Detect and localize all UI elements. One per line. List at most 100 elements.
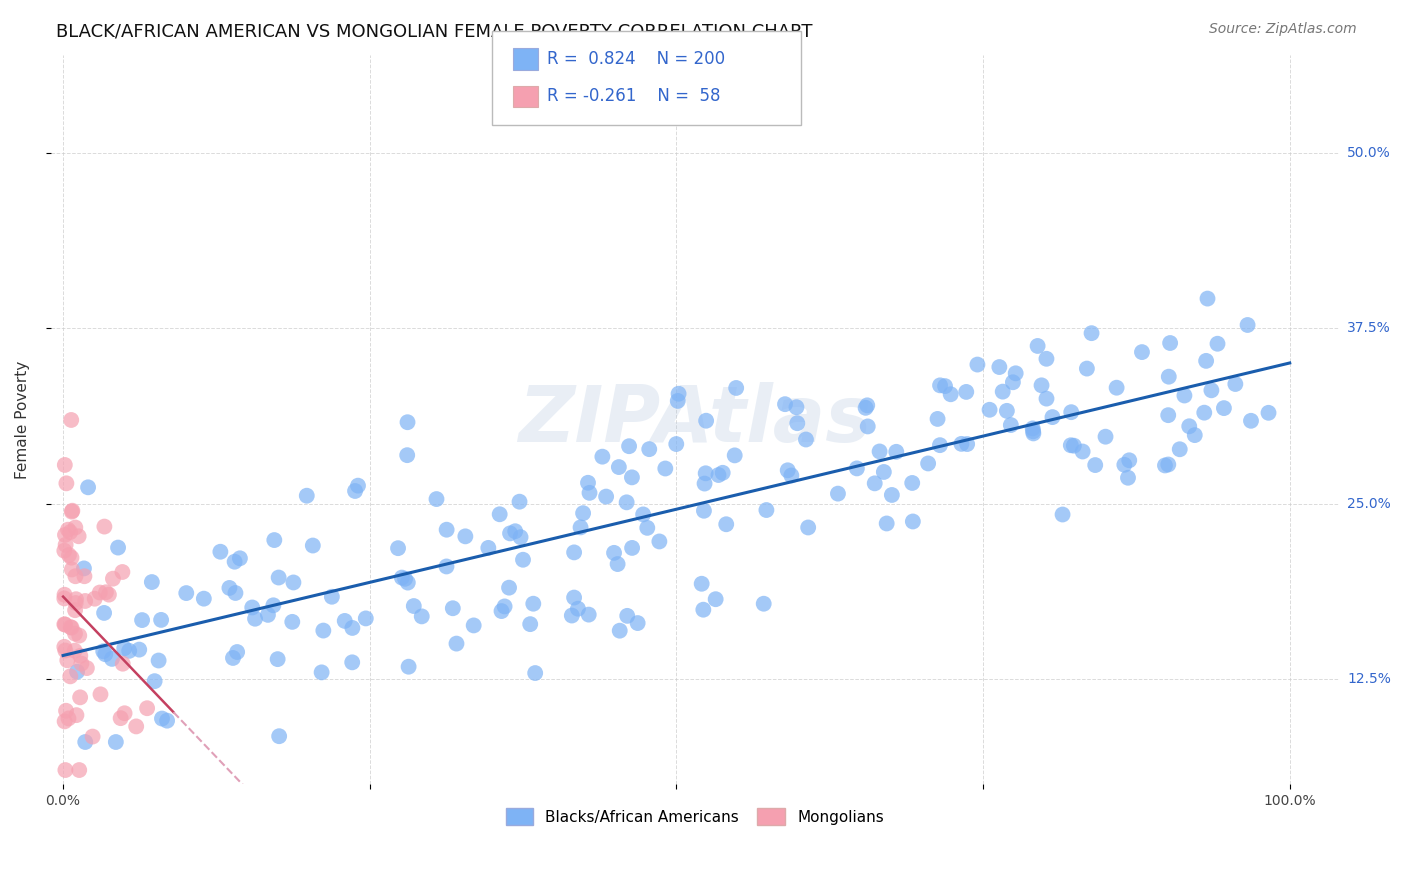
Point bbox=[111, 657, 134, 671]
Point bbox=[1071, 444, 1094, 458]
Point bbox=[1118, 453, 1140, 467]
Point bbox=[55, 704, 77, 718]
Point bbox=[53, 528, 76, 542]
Point bbox=[75, 594, 97, 608]
Point bbox=[1213, 401, 1236, 416]
Point bbox=[110, 711, 132, 725]
Point bbox=[53, 643, 76, 657]
Text: ZIPAtlas: ZIPAtlas bbox=[517, 382, 872, 458]
Point bbox=[59, 620, 82, 634]
Point bbox=[243, 612, 266, 626]
Point bbox=[617, 439, 640, 453]
Point bbox=[156, 714, 179, 728]
Point bbox=[257, 607, 280, 622]
Point bbox=[950, 437, 973, 451]
Point bbox=[1000, 418, 1022, 433]
Point bbox=[224, 555, 246, 569]
Point bbox=[1063, 439, 1085, 453]
Point bbox=[53, 458, 76, 472]
Point bbox=[979, 402, 1001, 417]
Point bbox=[1206, 336, 1229, 351]
Point bbox=[222, 651, 245, 665]
Point bbox=[436, 559, 458, 574]
Point bbox=[648, 534, 671, 549]
Point bbox=[63, 643, 86, 657]
Point bbox=[578, 486, 600, 500]
Point bbox=[856, 398, 879, 412]
Point bbox=[595, 490, 617, 504]
Point bbox=[1035, 351, 1057, 366]
Point bbox=[884, 445, 907, 459]
Point bbox=[855, 401, 877, 415]
Point bbox=[1060, 438, 1083, 452]
Point bbox=[141, 575, 163, 590]
Point bbox=[1201, 384, 1223, 398]
Point bbox=[578, 607, 600, 622]
Text: 50.0%: 50.0% bbox=[1347, 146, 1391, 161]
Point bbox=[65, 592, 87, 607]
Point bbox=[995, 404, 1018, 418]
Point bbox=[446, 637, 468, 651]
Point bbox=[66, 665, 89, 679]
Point bbox=[1157, 458, 1180, 472]
Point bbox=[209, 545, 232, 559]
Point bbox=[53, 543, 76, 558]
Point bbox=[1031, 378, 1053, 392]
Point bbox=[519, 617, 541, 632]
Point bbox=[60, 504, 83, 518]
Point bbox=[845, 461, 868, 475]
Point bbox=[1076, 361, 1098, 376]
Point bbox=[512, 553, 534, 567]
Point bbox=[636, 521, 658, 535]
Point bbox=[73, 561, 96, 575]
Point bbox=[498, 581, 520, 595]
Point bbox=[411, 609, 433, 624]
Point bbox=[94, 647, 117, 661]
Point bbox=[136, 701, 159, 715]
Point bbox=[387, 541, 409, 556]
Text: BLACK/AFRICAN AMERICAN VS MONGOLIAN FEMALE POVERTY CORRELATION CHART: BLACK/AFRICAN AMERICAN VS MONGOLIAN FEMA… bbox=[56, 22, 813, 40]
Point bbox=[65, 569, 87, 583]
Point bbox=[107, 541, 129, 555]
Point bbox=[1194, 406, 1216, 420]
Point bbox=[603, 546, 626, 560]
Point bbox=[776, 463, 799, 477]
Point bbox=[425, 491, 447, 506]
Point bbox=[114, 706, 136, 721]
Point bbox=[94, 585, 117, 599]
Point bbox=[572, 506, 595, 520]
Point bbox=[1184, 428, 1206, 442]
Point bbox=[342, 656, 364, 670]
Point bbox=[1168, 442, 1191, 457]
Point bbox=[988, 359, 1011, 374]
Point bbox=[97, 588, 120, 602]
Point bbox=[927, 412, 949, 426]
Text: 25.0%: 25.0% bbox=[1347, 497, 1391, 511]
Point bbox=[396, 415, 419, 429]
Text: Source: ZipAtlas.com: Source: ZipAtlas.com bbox=[1209, 22, 1357, 37]
Point bbox=[711, 466, 734, 480]
Point bbox=[263, 533, 285, 547]
Point bbox=[266, 652, 288, 666]
Point bbox=[174, 586, 197, 600]
Point bbox=[607, 460, 630, 475]
Text: R = -0.261    N =  58: R = -0.261 N = 58 bbox=[547, 87, 720, 105]
Point bbox=[524, 666, 547, 681]
Point bbox=[488, 508, 510, 522]
Point bbox=[131, 613, 153, 627]
Point bbox=[396, 448, 419, 462]
Point bbox=[562, 591, 585, 605]
Point bbox=[621, 541, 644, 555]
Point bbox=[1236, 318, 1258, 332]
Point bbox=[60, 550, 83, 565]
Point bbox=[780, 468, 803, 483]
Point bbox=[695, 467, 717, 481]
Point bbox=[1157, 408, 1180, 422]
Point bbox=[65, 596, 87, 610]
Point bbox=[402, 599, 425, 613]
Point bbox=[1105, 381, 1128, 395]
Point bbox=[1114, 458, 1136, 472]
Point bbox=[53, 591, 76, 606]
Point bbox=[58, 711, 80, 725]
Point bbox=[55, 763, 77, 777]
